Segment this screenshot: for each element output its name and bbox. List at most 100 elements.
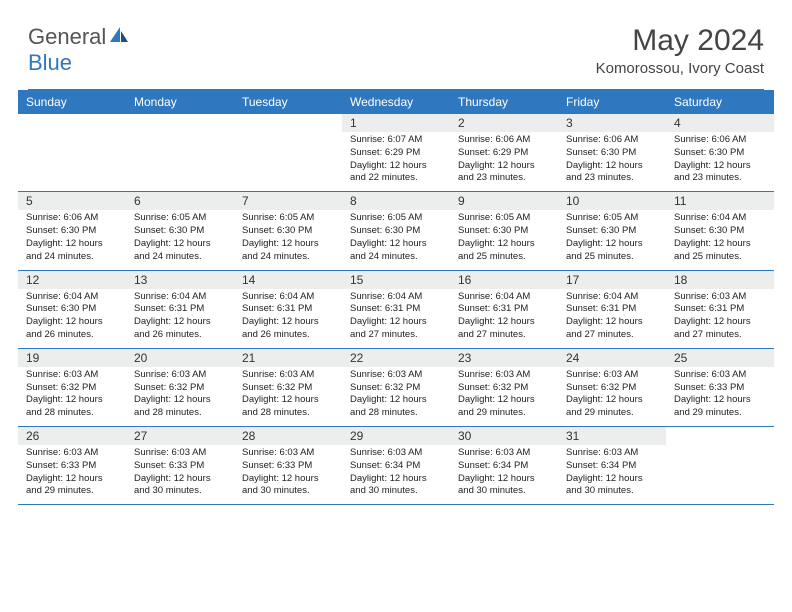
calendar-cell: 22Sunrise: 6:03 AMSunset: 6:32 PMDayligh…	[342, 348, 450, 426]
day-number: 3	[558, 114, 666, 132]
day-number	[234, 114, 342, 132]
calendar-cell: 14Sunrise: 6:04 AMSunset: 6:31 PMDayligh…	[234, 270, 342, 348]
calendar-cell: 11Sunrise: 6:04 AMSunset: 6:30 PMDayligh…	[666, 192, 774, 270]
day-header: Friday	[558, 90, 666, 114]
day-number: 31	[558, 427, 666, 445]
day-number	[18, 114, 126, 132]
day-number	[126, 114, 234, 132]
day-content: Sunrise: 6:03 AMSunset: 6:33 PMDaylight:…	[18, 445, 126, 504]
day-number: 18	[666, 271, 774, 289]
day-content: Sunrise: 6:06 AMSunset: 6:29 PMDaylight:…	[450, 132, 558, 191]
calendar-cell: 30Sunrise: 6:03 AMSunset: 6:34 PMDayligh…	[450, 427, 558, 505]
day-content: Sunrise: 6:04 AMSunset: 6:31 PMDaylight:…	[126, 289, 234, 348]
day-content: Sunrise: 6:04 AMSunset: 6:31 PMDaylight:…	[234, 289, 342, 348]
day-number: 13	[126, 271, 234, 289]
day-content	[666, 445, 774, 493]
calendar-cell: 2Sunrise: 6:06 AMSunset: 6:29 PMDaylight…	[450, 114, 558, 192]
calendar-cell: 3Sunrise: 6:06 AMSunset: 6:30 PMDaylight…	[558, 114, 666, 192]
day-content: Sunrise: 6:03 AMSunset: 6:31 PMDaylight:…	[666, 289, 774, 348]
location-text: Komorossou, Ivory Coast	[596, 60, 764, 77]
day-number: 29	[342, 427, 450, 445]
day-content: Sunrise: 6:04 AMSunset: 6:31 PMDaylight:…	[342, 289, 450, 348]
day-content: Sunrise: 6:03 AMSunset: 6:32 PMDaylight:…	[342, 367, 450, 426]
calendar-cell: 27Sunrise: 6:03 AMSunset: 6:33 PMDayligh…	[126, 427, 234, 505]
day-number: 4	[666, 114, 774, 132]
day-number: 8	[342, 192, 450, 210]
day-number: 20	[126, 349, 234, 367]
day-content: Sunrise: 6:03 AMSunset: 6:32 PMDaylight:…	[126, 367, 234, 426]
logo: General	[28, 24, 132, 50]
calendar-cell: 23Sunrise: 6:03 AMSunset: 6:32 PMDayligh…	[450, 348, 558, 426]
calendar-cell: 17Sunrise: 6:04 AMSunset: 6:31 PMDayligh…	[558, 270, 666, 348]
day-content: Sunrise: 6:03 AMSunset: 6:33 PMDaylight:…	[234, 445, 342, 504]
day-number: 28	[234, 427, 342, 445]
day-number: 5	[18, 192, 126, 210]
calendar-cell	[126, 114, 234, 192]
calendar-cell: 12Sunrise: 6:04 AMSunset: 6:30 PMDayligh…	[18, 270, 126, 348]
day-content: Sunrise: 6:04 AMSunset: 6:30 PMDaylight:…	[18, 289, 126, 348]
day-number: 9	[450, 192, 558, 210]
day-number: 27	[126, 427, 234, 445]
logo-text-blue: Blue	[28, 50, 72, 75]
day-number: 12	[18, 271, 126, 289]
calendar-cell: 18Sunrise: 6:03 AMSunset: 6:31 PMDayligh…	[666, 270, 774, 348]
calendar-cell: 21Sunrise: 6:03 AMSunset: 6:32 PMDayligh…	[234, 348, 342, 426]
calendar-cell: 6Sunrise: 6:05 AMSunset: 6:30 PMDaylight…	[126, 192, 234, 270]
month-title: May 2024	[596, 24, 764, 58]
calendar-cell: 15Sunrise: 6:04 AMSunset: 6:31 PMDayligh…	[342, 270, 450, 348]
calendar-cell: 7Sunrise: 6:05 AMSunset: 6:30 PMDaylight…	[234, 192, 342, 270]
day-number: 16	[450, 271, 558, 289]
calendar-table: SundayMondayTuesdayWednesdayThursdayFrid…	[18, 90, 774, 505]
calendar-week-row: 1Sunrise: 6:07 AMSunset: 6:29 PMDaylight…	[18, 114, 774, 192]
day-number: 1	[342, 114, 450, 132]
day-content	[126, 132, 234, 180]
day-content: Sunrise: 6:05 AMSunset: 6:30 PMDaylight:…	[126, 210, 234, 269]
day-content: Sunrise: 6:03 AMSunset: 6:34 PMDaylight:…	[342, 445, 450, 504]
calendar-cell: 28Sunrise: 6:03 AMSunset: 6:33 PMDayligh…	[234, 427, 342, 505]
day-content: Sunrise: 6:03 AMSunset: 6:33 PMDaylight:…	[666, 367, 774, 426]
calendar-cell	[234, 114, 342, 192]
day-number: 2	[450, 114, 558, 132]
header: General May 2024 Komorossou, Ivory Coast	[0, 0, 792, 85]
day-content: Sunrise: 6:03 AMSunset: 6:32 PMDaylight:…	[558, 367, 666, 426]
day-number: 23	[450, 349, 558, 367]
day-content: Sunrise: 6:05 AMSunset: 6:30 PMDaylight:…	[558, 210, 666, 269]
day-number: 21	[234, 349, 342, 367]
day-number: 17	[558, 271, 666, 289]
calendar-week-row: 5Sunrise: 6:06 AMSunset: 6:30 PMDaylight…	[18, 192, 774, 270]
day-content: Sunrise: 6:07 AMSunset: 6:29 PMDaylight:…	[342, 132, 450, 191]
title-block: May 2024 Komorossou, Ivory Coast	[596, 24, 764, 77]
day-header: Wednesday	[342, 90, 450, 114]
day-content: Sunrise: 6:03 AMSunset: 6:32 PMDaylight:…	[234, 367, 342, 426]
calendar-cell: 9Sunrise: 6:05 AMSunset: 6:30 PMDaylight…	[450, 192, 558, 270]
day-content	[234, 132, 342, 180]
calendar-cell: 8Sunrise: 6:05 AMSunset: 6:30 PMDaylight…	[342, 192, 450, 270]
day-number: 14	[234, 271, 342, 289]
calendar-week-row: 26Sunrise: 6:03 AMSunset: 6:33 PMDayligh…	[18, 427, 774, 505]
calendar-cell: 19Sunrise: 6:03 AMSunset: 6:32 PMDayligh…	[18, 348, 126, 426]
day-content: Sunrise: 6:05 AMSunset: 6:30 PMDaylight:…	[234, 210, 342, 269]
calendar-cell: 31Sunrise: 6:03 AMSunset: 6:34 PMDayligh…	[558, 427, 666, 505]
day-number: 26	[18, 427, 126, 445]
day-content: Sunrise: 6:05 AMSunset: 6:30 PMDaylight:…	[342, 210, 450, 269]
calendar-cell: 10Sunrise: 6:05 AMSunset: 6:30 PMDayligh…	[558, 192, 666, 270]
calendar-cell: 1Sunrise: 6:07 AMSunset: 6:29 PMDaylight…	[342, 114, 450, 192]
calendar-cell: 16Sunrise: 6:04 AMSunset: 6:31 PMDayligh…	[450, 270, 558, 348]
calendar-cell: 25Sunrise: 6:03 AMSunset: 6:33 PMDayligh…	[666, 348, 774, 426]
day-content: Sunrise: 6:06 AMSunset: 6:30 PMDaylight:…	[18, 210, 126, 269]
day-number: 6	[126, 192, 234, 210]
day-content: Sunrise: 6:03 AMSunset: 6:32 PMDaylight:…	[450, 367, 558, 426]
day-number: 22	[342, 349, 450, 367]
day-content: Sunrise: 6:04 AMSunset: 6:31 PMDaylight:…	[450, 289, 558, 348]
day-number	[666, 427, 774, 445]
calendar-cell: 24Sunrise: 6:03 AMSunset: 6:32 PMDayligh…	[558, 348, 666, 426]
day-number: 11	[666, 192, 774, 210]
day-number: 15	[342, 271, 450, 289]
day-header: Sunday	[18, 90, 126, 114]
calendar-week-row: 12Sunrise: 6:04 AMSunset: 6:30 PMDayligh…	[18, 270, 774, 348]
calendar-cell: 29Sunrise: 6:03 AMSunset: 6:34 PMDayligh…	[342, 427, 450, 505]
day-content	[18, 132, 126, 180]
day-content: Sunrise: 6:06 AMSunset: 6:30 PMDaylight:…	[666, 132, 774, 191]
calendar-cell	[666, 427, 774, 505]
day-number: 10	[558, 192, 666, 210]
